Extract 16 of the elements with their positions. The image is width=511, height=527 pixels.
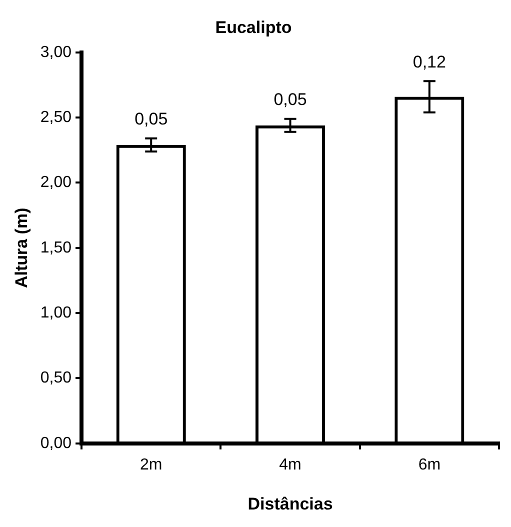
y-tick-label: 0,00 bbox=[40, 434, 72, 452]
x-tick-label: 2m bbox=[140, 456, 162, 474]
y-axis-title: Altura (m) bbox=[12, 208, 31, 288]
x-tick-label: 6m bbox=[418, 456, 441, 474]
annotation: 0,05 bbox=[134, 110, 168, 129]
annotation: 0,05 bbox=[274, 90, 307, 110]
x-axis-title: Distâncias bbox=[248, 494, 333, 514]
chart-title: Eucalipto bbox=[215, 18, 292, 37]
y-tick-label: 1,00 bbox=[40, 304, 72, 322]
y-tick-label: 2,50 bbox=[40, 108, 72, 126]
y-tick-label: 2,00 bbox=[40, 174, 72, 192]
annotation: 0,12 bbox=[412, 52, 446, 72]
x-tick-label: 4m bbox=[279, 456, 302, 474]
y-tick-label: 1,50 bbox=[40, 239, 72, 256]
y-tick-label: 3,00 bbox=[40, 44, 72, 61]
y-tick-label: 0,50 bbox=[40, 370, 72, 387]
